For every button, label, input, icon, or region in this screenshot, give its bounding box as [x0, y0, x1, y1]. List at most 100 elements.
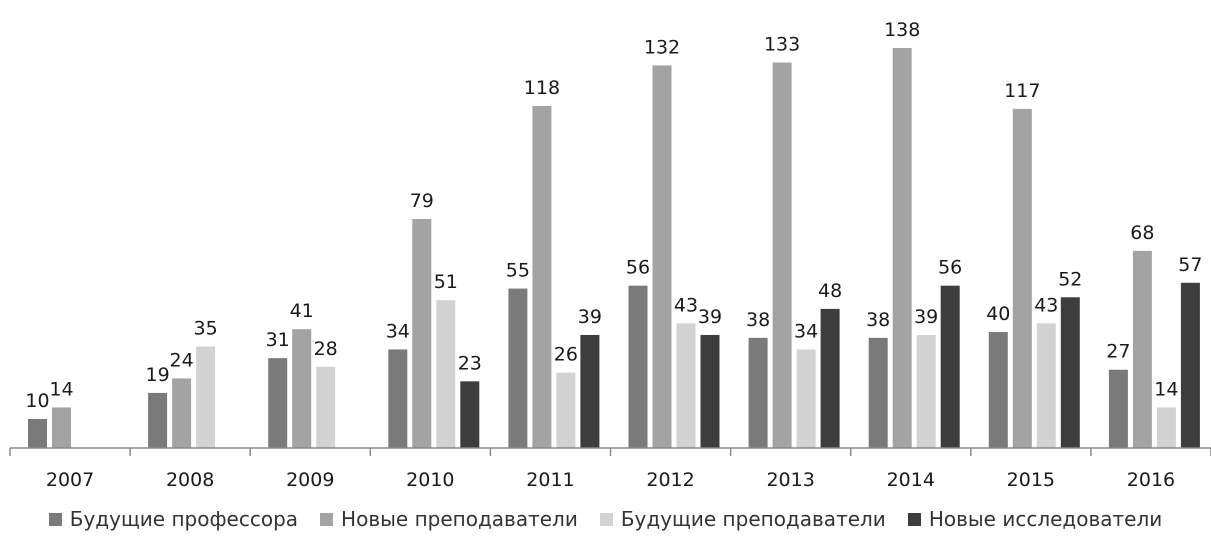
data-label: 38	[866, 309, 890, 331]
data-label: 26	[554, 344, 578, 366]
bar	[772, 62, 792, 449]
bar	[676, 323, 696, 448]
bar	[292, 329, 312, 448]
x-tick-label: 2008	[166, 469, 214, 491]
bar	[316, 366, 336, 448]
x-axis-ticks	[9, 448, 1211, 456]
bar	[52, 407, 71, 448]
data-label: 31	[266, 329, 290, 351]
data-label: 79	[410, 190, 434, 212]
data-label: 39	[698, 306, 722, 328]
bar	[172, 378, 192, 448]
data-label: 14	[1154, 378, 1178, 400]
data-label: 34	[386, 320, 410, 342]
x-tick-label: 2012	[646, 469, 694, 491]
bar	[436, 300, 456, 448]
bar	[412, 219, 432, 448]
bar	[940, 285, 960, 448]
legend-item: Новые исследователи	[907, 507, 1163, 531]
legend: Будущие профессора Новые преподаватели Буд…	[0, 507, 1211, 531]
data-label: 57	[1178, 254, 1202, 276]
bar	[652, 65, 672, 449]
bar	[556, 372, 576, 448]
data-label: 68	[1130, 222, 1154, 244]
bar	[460, 381, 480, 448]
bar	[892, 48, 912, 448]
legend-label: Будущие преподаватели	[620, 507, 886, 531]
bar	[1180, 282, 1200, 448]
legend-swatch	[48, 512, 62, 526]
data-label: 55	[506, 260, 530, 282]
data-label: 27	[1106, 341, 1130, 363]
bar	[196, 346, 216, 448]
data-label: 56	[626, 257, 650, 279]
legend-label: Новые исследователи	[928, 507, 1163, 531]
bar	[820, 308, 840, 448]
x-tick-label: 2016	[1127, 469, 1175, 491]
data-label: 48	[818, 280, 842, 302]
legend-swatch	[907, 512, 921, 526]
legend-item: Будущие преподаватели	[599, 507, 886, 531]
bar	[580, 334, 600, 448]
data-label: 56	[938, 257, 962, 279]
bar	[28, 419, 47, 448]
bar	[1132, 250, 1152, 448]
legend-item: Будущие профессора	[48, 507, 299, 531]
bar	[1036, 323, 1056, 448]
data-label: 38	[746, 309, 770, 331]
legend-item: Новые преподаватели	[320, 507, 578, 531]
bar	[148, 392, 168, 448]
data-label: 43	[674, 294, 698, 316]
legend-label: Будущие профессора	[69, 507, 299, 531]
x-axis-tick-labels: 2007 2008 2009 2010 2011 2012 2013 2014 2015 2016	[46, 469, 1175, 491]
x-tick-label: 2011	[526, 469, 574, 491]
data-label: 132	[644, 36, 680, 58]
bar	[796, 349, 816, 448]
bar	[1012, 108, 1032, 448]
bar	[532, 105, 552, 449]
data-label: 133	[764, 33, 800, 55]
legend-label: Новые преподаватели	[341, 507, 578, 531]
bars-layer	[28, 48, 1200, 449]
data-label: 138	[884, 19, 920, 41]
bar	[628, 285, 648, 448]
x-tick-label: 2015	[1007, 469, 1055, 491]
data-label: 24	[170, 349, 194, 371]
data-label: 118	[524, 77, 560, 99]
x-tick-label: 2009	[286, 469, 334, 491]
x-tick-label: 2014	[887, 469, 935, 491]
data-label: 39	[578, 306, 602, 328]
data-label: 10	[25, 390, 49, 412]
data-label: 19	[146, 364, 170, 386]
x-tick-label: 2007	[46, 469, 94, 491]
bar	[388, 349, 408, 448]
data-label: 41	[290, 300, 314, 322]
bar	[700, 334, 720, 448]
data-label: 14	[49, 378, 73, 400]
data-label: 40	[986, 303, 1010, 325]
data-label: 39	[914, 306, 938, 328]
data-label: 35	[194, 318, 218, 340]
data-label: 52	[1058, 268, 1082, 290]
data-label: 51	[434, 271, 458, 293]
bar	[748, 337, 768, 448]
legend-swatch	[320, 512, 334, 526]
data-label: 34	[794, 320, 818, 342]
data-label: 43	[1034, 294, 1058, 316]
bar	[1156, 407, 1176, 448]
bar	[268, 358, 288, 448]
bar	[988, 332, 1008, 448]
x-tick-label: 2013	[766, 469, 814, 491]
x-tick-label: 2010	[406, 469, 454, 491]
data-label: 28	[314, 338, 338, 360]
legend-swatch	[599, 512, 613, 526]
data-label: 117	[1004, 80, 1040, 102]
bar	[508, 288, 528, 448]
data-labels-layer: 1014192435314128347951235511826395613243…	[25, 19, 1202, 412]
data-label: 23	[458, 352, 482, 374]
bar	[1108, 369, 1128, 448]
bar	[916, 334, 936, 448]
bar	[868, 337, 888, 448]
bar	[1060, 297, 1080, 448]
